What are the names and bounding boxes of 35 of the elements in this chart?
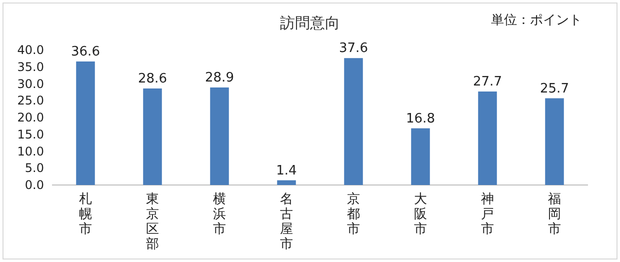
bar [76,61,95,185]
x-tick-label: 大阪市 [414,192,427,237]
data-label: 27.7 [473,74,502,90]
x-tick-label: 札幌市 [79,192,92,237]
y-tick-label: 10.0 [17,144,44,158]
data-label: 28.6 [138,71,167,86]
chart-title: 訪問意向 [280,14,340,32]
y-tick-label: 35.0 [17,60,44,74]
data-label: 36.6 [71,44,100,60]
x-tick-label: 京都市 [347,192,360,237]
y-tick-label: 15.0 [17,127,44,142]
bar [277,180,296,185]
x-tick-label: 神戸市 [481,192,494,237]
y-tick-label: 5.0 [24,161,44,176]
bar [478,92,497,185]
data-label: 25.7 [540,81,569,96]
data-label: 1.4 [276,163,297,178]
data-label: 28.9 [205,70,234,86]
bar [210,87,229,185]
y-tick-label: 30.0 [17,76,44,91]
x-tick-label: 福岡市 [548,192,561,237]
x-tick-label: 名古屋市 [280,192,293,252]
x-tick-label: 東京区部 [146,192,159,252]
y-tick-label: 0.0 [24,178,44,192]
bar [143,88,162,185]
bar [545,98,564,185]
bar [411,128,430,185]
data-label: 37.6 [339,41,368,56]
y-tick-label: 40.0 [17,43,44,57]
text: 単位：ポイント [491,13,582,28]
x-tick-label: 横浜市 [213,192,226,237]
y-tick-label: 20.0 [17,110,44,124]
y-tick-label: 25.0 [17,94,44,108]
bar [344,58,363,185]
data-label: 16.8 [406,111,435,126]
